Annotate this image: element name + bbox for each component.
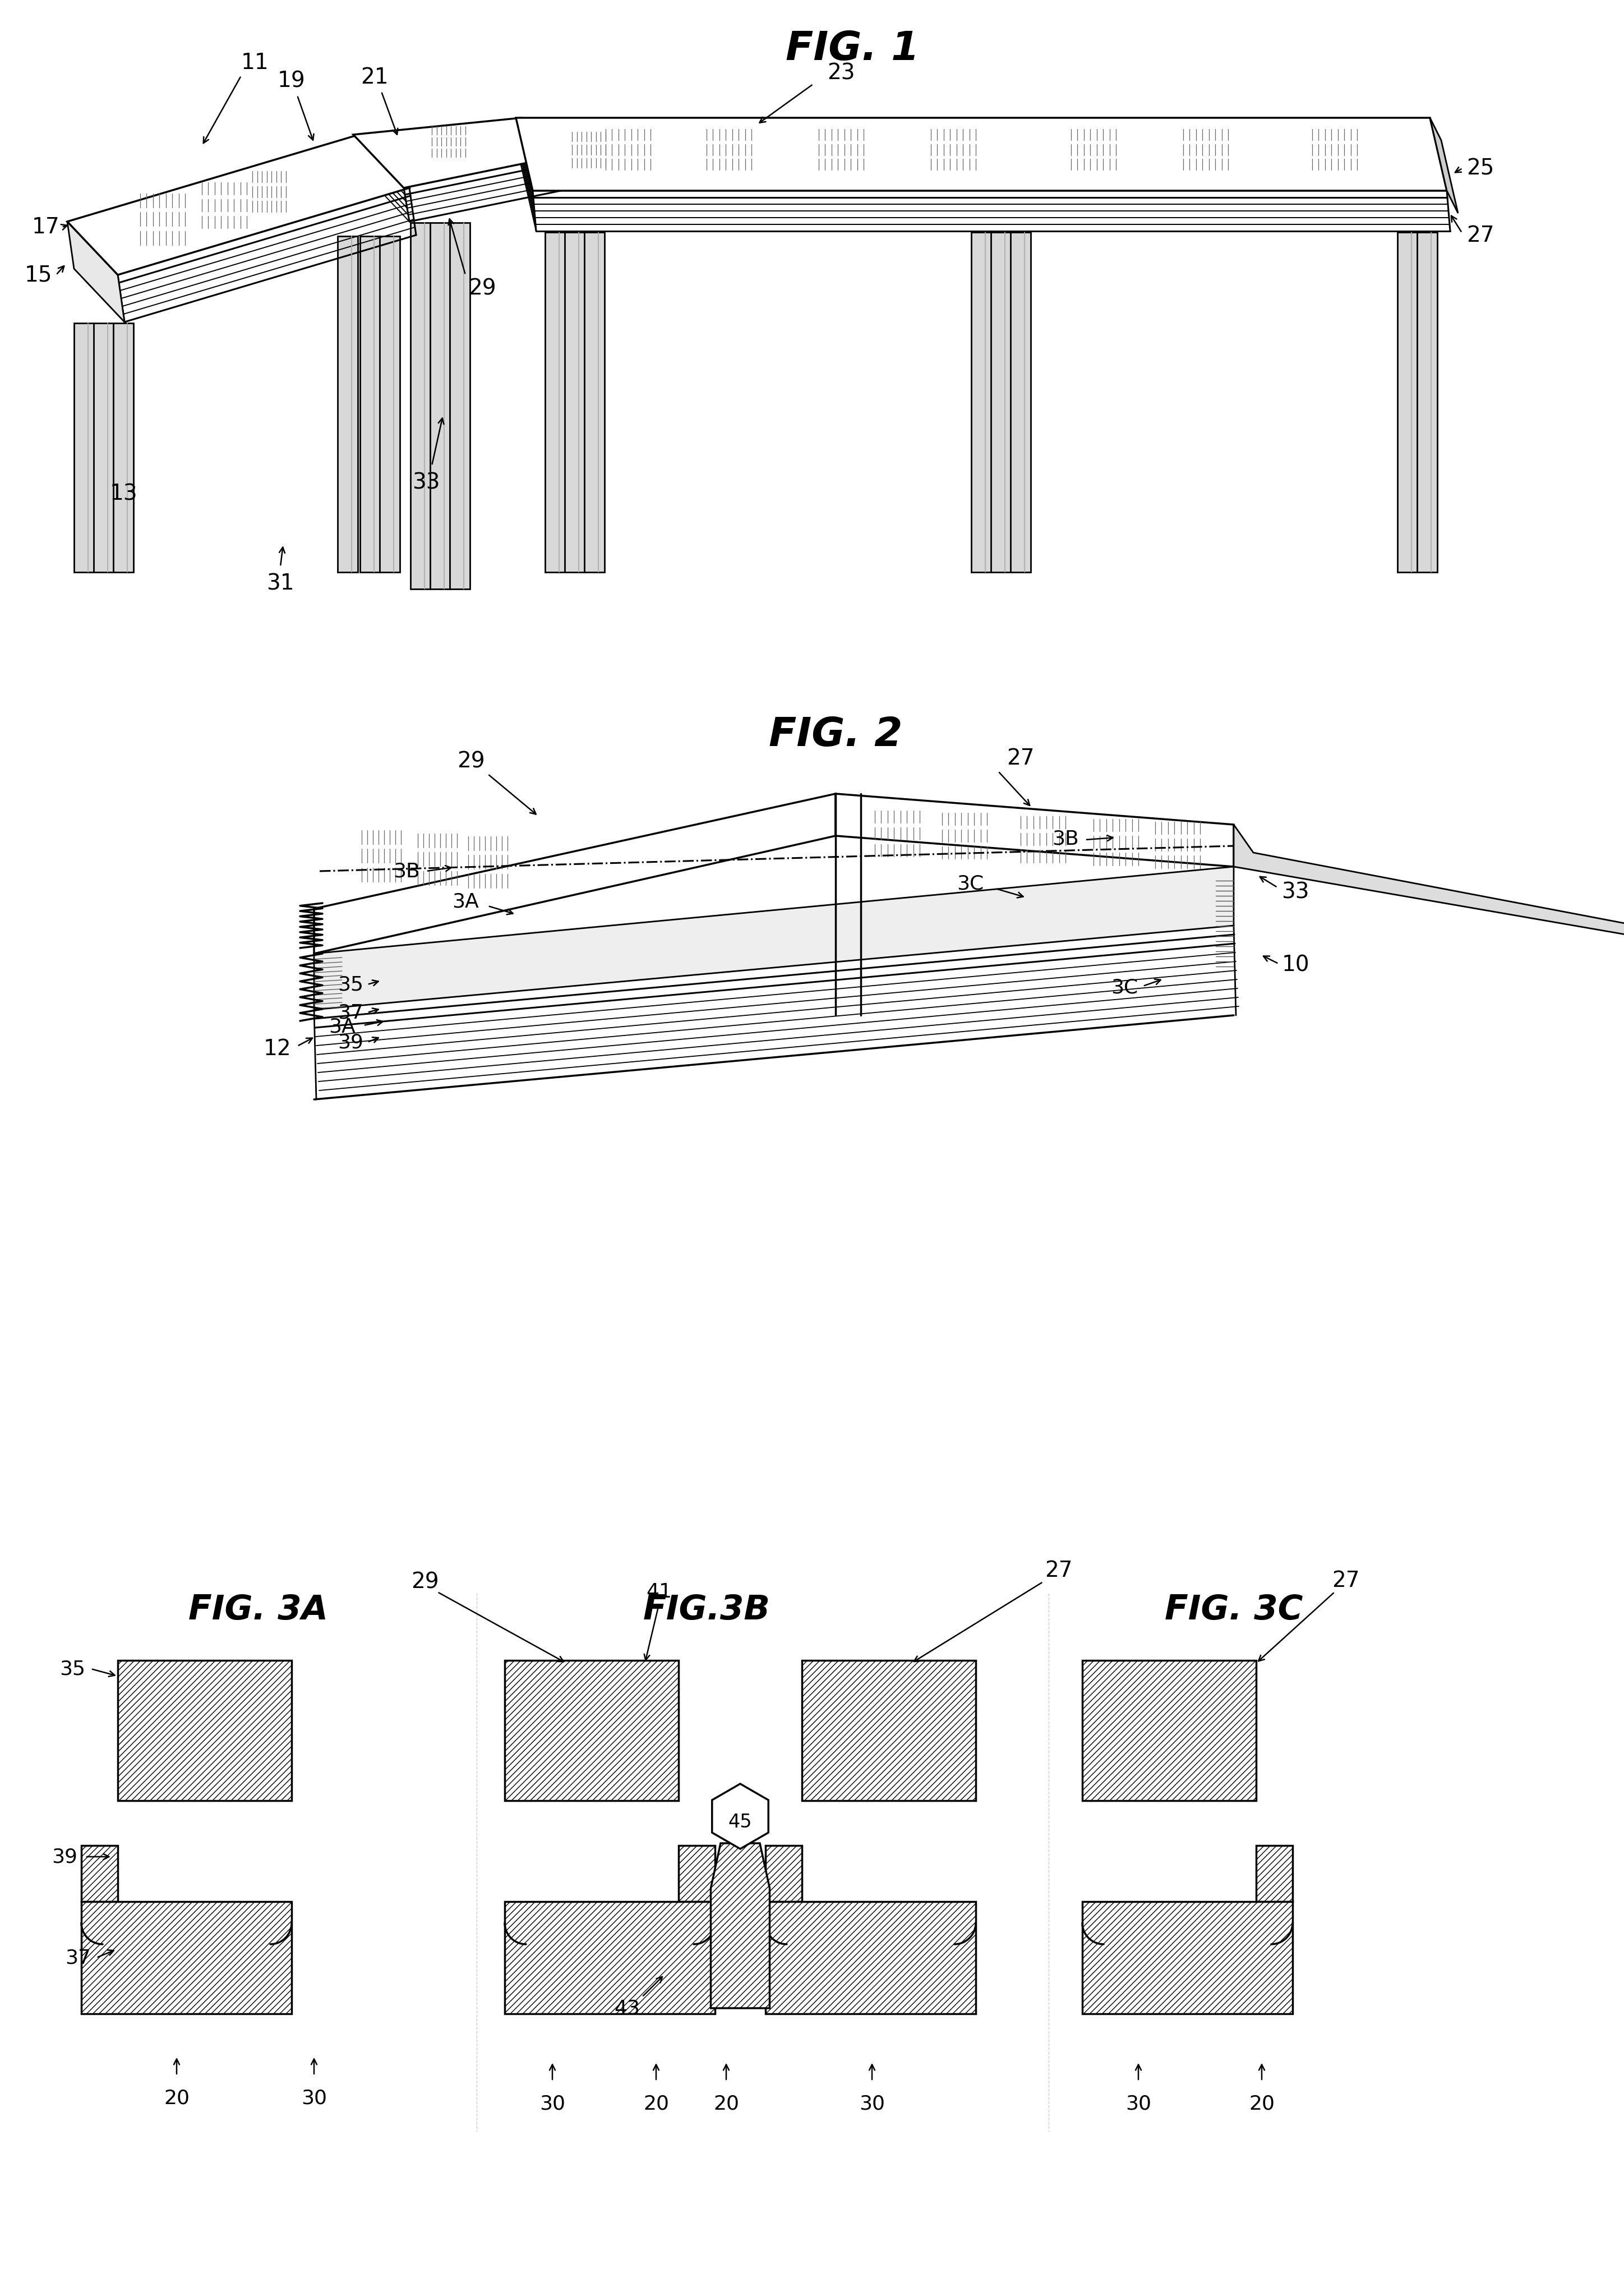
Polygon shape: [1418, 231, 1437, 572]
Text: 27: 27: [1466, 225, 1494, 247]
Polygon shape: [1010, 231, 1031, 572]
Text: 31: 31: [266, 572, 294, 594]
Polygon shape: [836, 794, 1234, 867]
Polygon shape: [67, 222, 125, 322]
Polygon shape: [114, 322, 133, 572]
Text: 43: 43: [614, 1999, 640, 2017]
Polygon shape: [1397, 231, 1418, 572]
Text: FIG.3B: FIG.3B: [643, 1593, 770, 1627]
Text: 23: 23: [827, 61, 856, 84]
Text: 37: 37: [338, 1003, 364, 1021]
Text: 3C: 3C: [1111, 978, 1138, 996]
Text: 41: 41: [646, 1581, 672, 1602]
Text: 20: 20: [713, 2094, 739, 2112]
Text: 29: 29: [411, 1570, 438, 1593]
Text: 39: 39: [338, 1032, 364, 1053]
Polygon shape: [765, 1845, 802, 1901]
Text: 30: 30: [300, 2087, 326, 2108]
Text: 29: 29: [456, 751, 486, 771]
Polygon shape: [1431, 118, 1458, 213]
Polygon shape: [585, 231, 604, 572]
Polygon shape: [1234, 824, 1624, 1046]
Text: 39: 39: [52, 1847, 78, 1865]
Polygon shape: [505, 1901, 715, 2015]
Polygon shape: [505, 1661, 679, 1802]
Text: 30: 30: [859, 2094, 885, 2112]
Text: 11: 11: [242, 52, 270, 73]
Polygon shape: [81, 1901, 292, 2015]
Polygon shape: [338, 236, 357, 572]
Polygon shape: [67, 134, 409, 275]
Polygon shape: [380, 236, 400, 572]
Polygon shape: [94, 322, 114, 572]
Text: FIG. 2: FIG. 2: [768, 715, 903, 753]
Text: 45: 45: [728, 1813, 752, 1831]
Text: 20: 20: [1249, 2094, 1275, 2112]
Text: 33: 33: [412, 472, 440, 492]
Text: 21: 21: [361, 66, 388, 88]
Text: 3B: 3B: [393, 862, 421, 880]
Polygon shape: [802, 1661, 976, 1802]
Polygon shape: [1082, 1661, 1255, 1802]
Text: FIG. 3A: FIG. 3A: [188, 1593, 328, 1627]
Text: 3C: 3C: [957, 874, 984, 894]
Text: 15: 15: [24, 263, 52, 286]
Polygon shape: [81, 1845, 119, 1901]
Text: FIG. 1: FIG. 1: [786, 29, 919, 68]
Polygon shape: [565, 231, 585, 572]
Polygon shape: [711, 1783, 768, 1849]
Text: 35: 35: [60, 1659, 84, 1679]
Text: 13: 13: [109, 483, 138, 504]
Text: 27: 27: [1332, 1570, 1359, 1591]
Text: FIG. 3C: FIG. 3C: [1164, 1593, 1302, 1627]
Text: 10: 10: [1281, 955, 1309, 976]
Text: 12: 12: [263, 1039, 291, 1060]
Text: 20: 20: [643, 2094, 669, 2112]
Polygon shape: [765, 1901, 976, 2015]
Polygon shape: [119, 1661, 292, 1802]
Polygon shape: [411, 222, 430, 590]
Text: 27: 27: [1007, 749, 1034, 769]
Polygon shape: [711, 1842, 770, 2008]
Polygon shape: [546, 231, 565, 572]
Text: 33: 33: [1281, 880, 1309, 903]
Text: 30: 30: [539, 2094, 565, 2112]
Polygon shape: [430, 222, 450, 590]
Polygon shape: [75, 322, 94, 572]
Polygon shape: [1255, 1845, 1293, 1901]
Text: 3B: 3B: [1052, 828, 1078, 849]
Text: 17: 17: [32, 216, 60, 238]
Polygon shape: [971, 231, 991, 572]
Text: 35: 35: [338, 976, 364, 994]
Text: 37: 37: [65, 1949, 91, 1967]
Polygon shape: [450, 222, 469, 590]
Text: 20: 20: [164, 2087, 190, 2108]
Text: 30: 30: [1125, 2094, 1151, 2112]
Polygon shape: [516, 118, 1447, 191]
Polygon shape: [991, 231, 1012, 572]
Polygon shape: [1082, 1901, 1293, 2015]
Text: 25: 25: [1466, 157, 1494, 179]
Text: 3A: 3A: [328, 1017, 356, 1037]
Polygon shape: [354, 118, 555, 188]
Polygon shape: [361, 236, 380, 572]
Text: 29: 29: [468, 279, 497, 300]
Text: 19: 19: [278, 70, 305, 93]
Text: 27: 27: [1044, 1561, 1073, 1581]
Polygon shape: [313, 867, 1234, 1010]
Polygon shape: [679, 1845, 715, 1901]
Text: 3A: 3A: [451, 892, 479, 910]
Polygon shape: [313, 794, 836, 953]
